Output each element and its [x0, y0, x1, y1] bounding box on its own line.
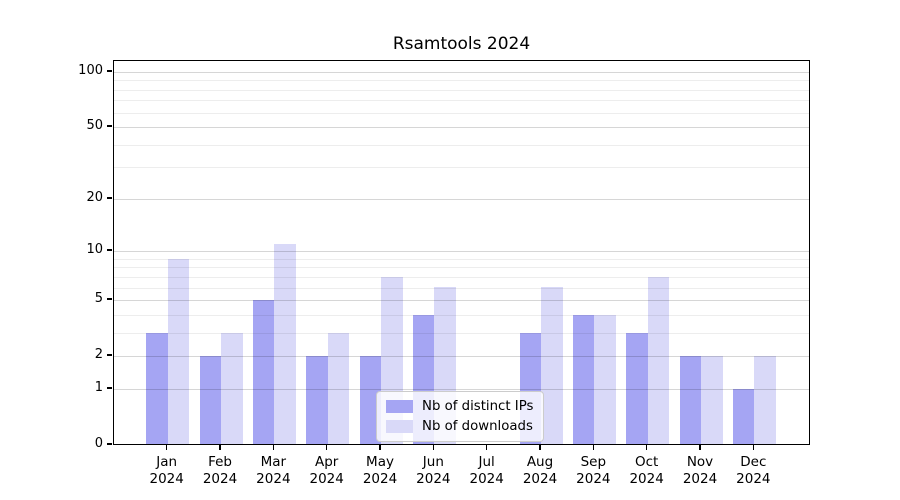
- bar-downloads: [647, 276, 670, 444]
- minor-gridline: [114, 332, 809, 334]
- y-tick-label: 2: [94, 347, 103, 363]
- x-tick-label: Nov 2024: [682, 454, 718, 487]
- x-tick-mark: [539, 445, 541, 450]
- minor-gridline: [114, 314, 809, 316]
- y-tick-label: 1: [94, 379, 103, 395]
- x-tick-mark: [165, 445, 168, 450]
- x-tick-label: Aug 2024: [522, 454, 558, 487]
- bar-downloads: [221, 332, 243, 444]
- y-tick-mark: [107, 197, 112, 199]
- y-tick-mark: [107, 443, 112, 445]
- x-tick-label: Jul 2024: [469, 454, 504, 487]
- bar-distinct-ips: [626, 332, 648, 444]
- legend-swatch: [386, 420, 413, 433]
- y-tick-label: 50: [86, 118, 103, 134]
- legend-row: Nb of distinct IPs: [386, 399, 533, 414]
- y-tick-mark: [107, 125, 112, 128]
- legend-row: Nb of downloads: [386, 419, 533, 434]
- x-tick-mark: [219, 445, 221, 450]
- major-gridline: [114, 72, 809, 73]
- y-tick-mark: [107, 249, 112, 251]
- bar-downloads: [167, 258, 190, 444]
- bar-distinct-ips: [252, 299, 275, 444]
- minor-gridline: [114, 144, 809, 146]
- x-tick-mark: [272, 445, 275, 450]
- chart-title: Rsamtools 2024: [392, 34, 531, 54]
- x-tick-label: Feb 2024: [202, 454, 238, 487]
- bar-distinct-ips: [572, 314, 595, 444]
- x-tick-mark: [645, 445, 648, 450]
- minor-gridline: [114, 100, 809, 102]
- minor-gridline: [114, 80, 809, 82]
- x-tick-label: Dec 2024: [736, 454, 771, 487]
- bar-downloads: [701, 355, 723, 444]
- bar-distinct-ips: [146, 332, 168, 444]
- x-tick-mark: [432, 445, 435, 450]
- legend-label: Nb of distinct IPs: [422, 399, 534, 414]
- legend-label: Nb of downloads: [422, 419, 533, 434]
- y-tick-label: 0: [94, 436, 103, 451]
- bar-downloads: [594, 314, 616, 444]
- bar-downloads: [754, 355, 776, 444]
- major-gridline: [114, 300, 809, 302]
- x-tick-label: Jun 2024: [416, 454, 451, 487]
- y-tick-label: 10: [86, 242, 103, 258]
- legend-swatch: [386, 400, 413, 413]
- minor-gridline: [114, 167, 809, 169]
- bar-distinct-ips: [732, 388, 755, 444]
- bar-distinct-ips: [679, 355, 701, 444]
- x-tick-label: Oct 2024: [629, 454, 664, 487]
- bar-downloads: [274, 243, 296, 444]
- bar-distinct-ips: [359, 355, 382, 444]
- major-gridline: [114, 388, 809, 390]
- y-tick-mark: [107, 387, 112, 389]
- bar-distinct-ips: [199, 355, 222, 444]
- legend: Nb of distinct IPs Nb of downloads: [376, 391, 545, 442]
- x-tick-mark: [592, 445, 595, 450]
- y-tick-label: 20: [86, 189, 103, 205]
- x-tick-label: May 2024: [362, 454, 398, 487]
- x-tick-mark: [379, 445, 381, 450]
- minor-gridline: [114, 287, 809, 289]
- y-tick-mark: [107, 354, 112, 356]
- x-tick-mark: [485, 445, 488, 450]
- x-tick-label: Mar 2024: [256, 454, 291, 487]
- major-gridline: [114, 356, 809, 358]
- y-tick-mark: [107, 298, 112, 300]
- x-tick-mark: [752, 445, 755, 450]
- plot-area: [113, 60, 810, 445]
- y-tick-label: 100: [78, 63, 103, 78]
- y-tick-mark: [107, 70, 112, 72]
- x-tick-label: Apr 2024: [309, 454, 344, 487]
- bar-downloads: [541, 287, 563, 444]
- x-tick-mark: [699, 445, 701, 450]
- major-gridline: [114, 198, 809, 200]
- y-tick-label: 5: [94, 291, 103, 307]
- minor-gridline: [114, 276, 809, 278]
- major-gridline: [114, 251, 809, 253]
- bar-downloads: [327, 332, 350, 444]
- major-gridline: [114, 127, 809, 129]
- minor-gridline: [114, 89, 809, 91]
- bar-distinct-ips: [306, 355, 328, 444]
- x-tick-mark: [325, 445, 328, 450]
- minor-gridline: [114, 112, 809, 114]
- x-tick-label: Jan 2024: [149, 454, 184, 487]
- minor-gridline: [114, 258, 809, 260]
- x-tick-label: Sep 2024: [576, 454, 611, 487]
- minor-gridline: [114, 267, 809, 269]
